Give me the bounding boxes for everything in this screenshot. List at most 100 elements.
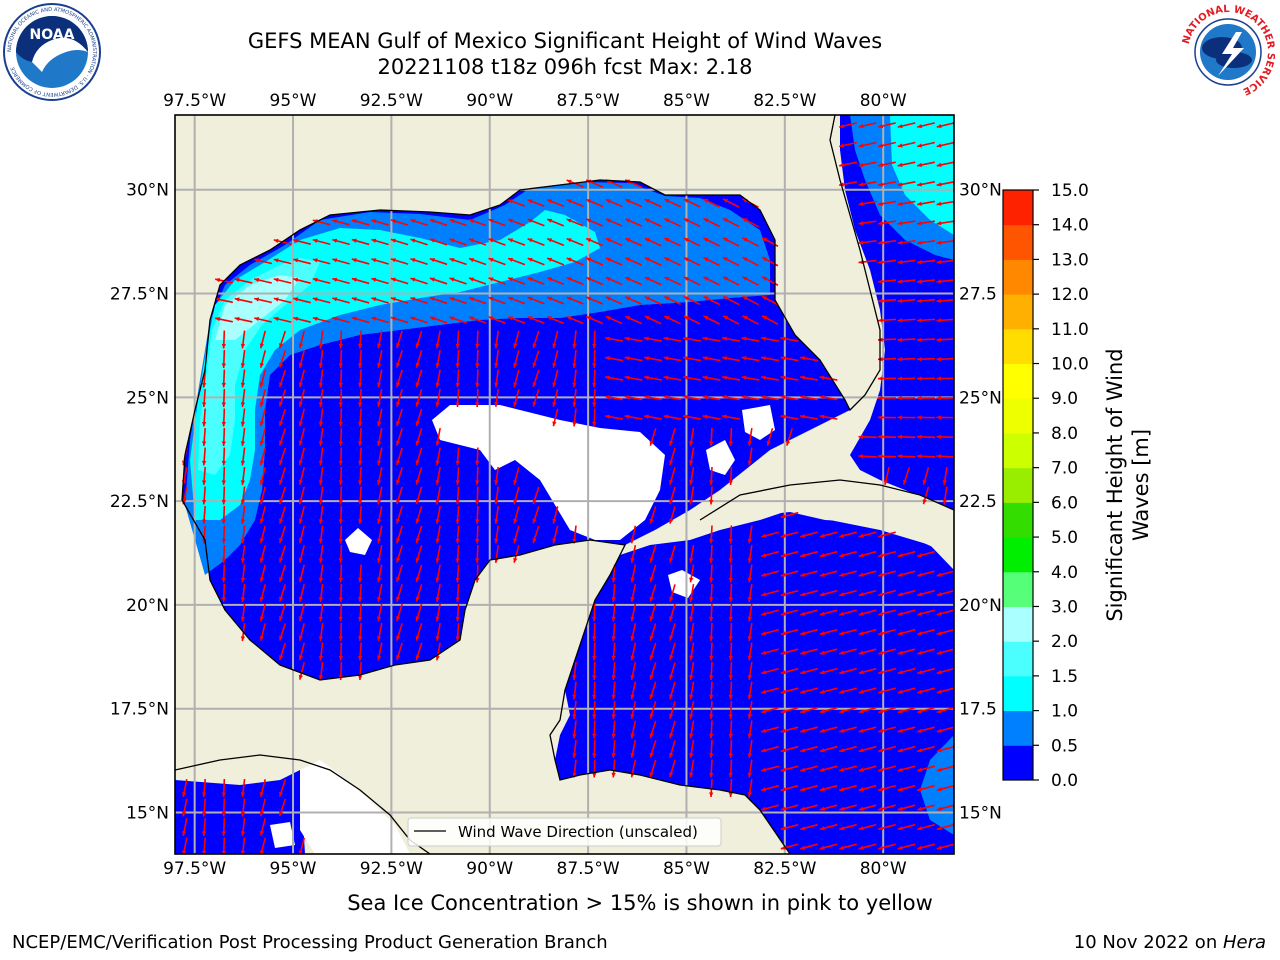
wave-arrow-head (819, 395, 825, 400)
wave-arrow-head (741, 336, 747, 341)
wave-arrow-head (586, 218, 592, 223)
wave-arrow-head (897, 337, 903, 342)
wave-arrow-head (475, 558, 480, 563)
wave-arrow-head (878, 434, 883, 440)
wave-arrow-head (396, 655, 401, 661)
wave-arrow-head (936, 767, 942, 772)
wave-arrow-head (858, 689, 864, 694)
wave-arrow-head (625, 296, 631, 301)
wave-arrow-head (475, 499, 480, 505)
lon-label-bottom: 97.5°W (163, 859, 226, 879)
wave-arrow-head (761, 709, 767, 714)
colorbar-tick-label: 0.0 (1051, 771, 1078, 791)
wave-arrow-head (883, 479, 889, 485)
colorbar-segment (1003, 259, 1033, 295)
wave-arrow-head (903, 479, 908, 485)
wave-arrow-head (312, 316, 318, 321)
wave-arrow-head (644, 257, 650, 262)
wave-arrow-head (221, 519, 227, 524)
wave-arrow-head (624, 336, 630, 341)
wave-arrow-head (611, 636, 616, 641)
wave-arrow-head (566, 296, 572, 301)
wave-arrow-head (649, 772, 654, 778)
wave-arrow-head (819, 689, 825, 694)
masked-zone-pacific (300, 760, 410, 854)
wave-arrow-head (709, 538, 714, 544)
wave-arrow-head (702, 395, 708, 400)
wave-arrow-head (761, 728, 767, 733)
wave-arrow-head (917, 221, 922, 226)
wave-arrow-head (747, 538, 752, 544)
wave-arrow-head (728, 714, 733, 719)
wave-arrow-head (475, 519, 480, 524)
wave-arrow-head (513, 362, 518, 368)
wave-arrow-head (298, 557, 303, 563)
wave-arrow-head (293, 258, 299, 263)
wave-arrow-head (396, 401, 401, 407)
wave-arrow-head (221, 460, 227, 466)
wave-arrow-head (254, 316, 260, 322)
colorbar-tick-label: 13.0 (1051, 250, 1089, 270)
wave-arrow-head (572, 538, 577, 544)
lon-labels-top: 97.5°W 95°W 92.5°W 90°W 87.5°W 85°W 82.5°W 80°W (163, 91, 907, 111)
wave-arrow-head (689, 655, 694, 661)
lat-label-right: 15°N (959, 803, 1002, 823)
wave-arrow-head (897, 670, 903, 675)
wave-arrow-head (649, 616, 654, 622)
wave-arrow-head (669, 596, 674, 602)
colorbar-tick-label: 11.0 (1051, 320, 1089, 340)
wave-arrow-head (897, 553, 903, 558)
wave-arrow-head (201, 402, 207, 407)
wave-arrow-head (527, 296, 533, 301)
wave-arrow-head (318, 636, 324, 641)
wave-arrow-head (663, 375, 669, 380)
wave-arrow-head (318, 616, 324, 622)
wave-arrow-head (221, 577, 227, 583)
wave-arrow-head (747, 772, 752, 778)
wave-arrow-head (494, 343, 499, 349)
nws-logo: NATIONAL WEATHER SERVICE (1180, 4, 1276, 100)
wave-arrow-head (494, 499, 499, 505)
wave-arrow-head (897, 787, 903, 792)
wave-arrow-head (527, 316, 533, 321)
wave-arrow-head (592, 363, 597, 368)
wave-arrow-head (273, 297, 279, 302)
wave-arrow-head (552, 518, 557, 524)
wave-arrow-head (338, 382, 343, 388)
wave-arrow-head (259, 343, 264, 349)
wave-arrow-head (839, 728, 845, 733)
wave-arrow-head (469, 316, 474, 321)
wave-arrow-head (234, 297, 240, 302)
wave-arrow-head (338, 460, 343, 466)
wave-arrow-head (747, 577, 752, 583)
wave-arrow-head (469, 218, 474, 224)
wave-arrow-head (917, 143, 923, 148)
wave-arrow-head (259, 850, 264, 854)
wave-arrow-head (664, 277, 670, 282)
wave-arrow-head (449, 296, 455, 302)
wave-arrow-head (936, 298, 942, 304)
wave-arrow-head (649, 713, 654, 719)
wave-arrow-head (435, 460, 440, 466)
wave-arrow-head (298, 596, 303, 602)
wave-arrow-head (630, 752, 635, 758)
wave-arrow-head (221, 499, 227, 505)
wave-arrow-head (819, 375, 825, 380)
band-0-5-se (920, 735, 954, 835)
wave-arrow-head (669, 518, 674, 524)
wave-arrow-head (766, 440, 771, 446)
wave-arrow-head (351, 277, 357, 282)
wave-arrow-head (878, 728, 884, 733)
wave-arrow-head (201, 460, 207, 466)
wave-arrow-head (396, 557, 401, 563)
wave-arrow-head (747, 655, 752, 661)
wave-arrow-head (259, 616, 264, 622)
wave-arrow-head (878, 298, 883, 304)
wave-arrow-head (664, 316, 670, 321)
wave-arrow-head (858, 728, 864, 733)
colorbar-segment (1003, 606, 1033, 642)
wave-arrow-head (683, 336, 688, 341)
wave-arrow-head (435, 499, 440, 505)
lat-label-right: 17.5 (959, 700, 997, 720)
wave-arrow-head (917, 395, 922, 401)
